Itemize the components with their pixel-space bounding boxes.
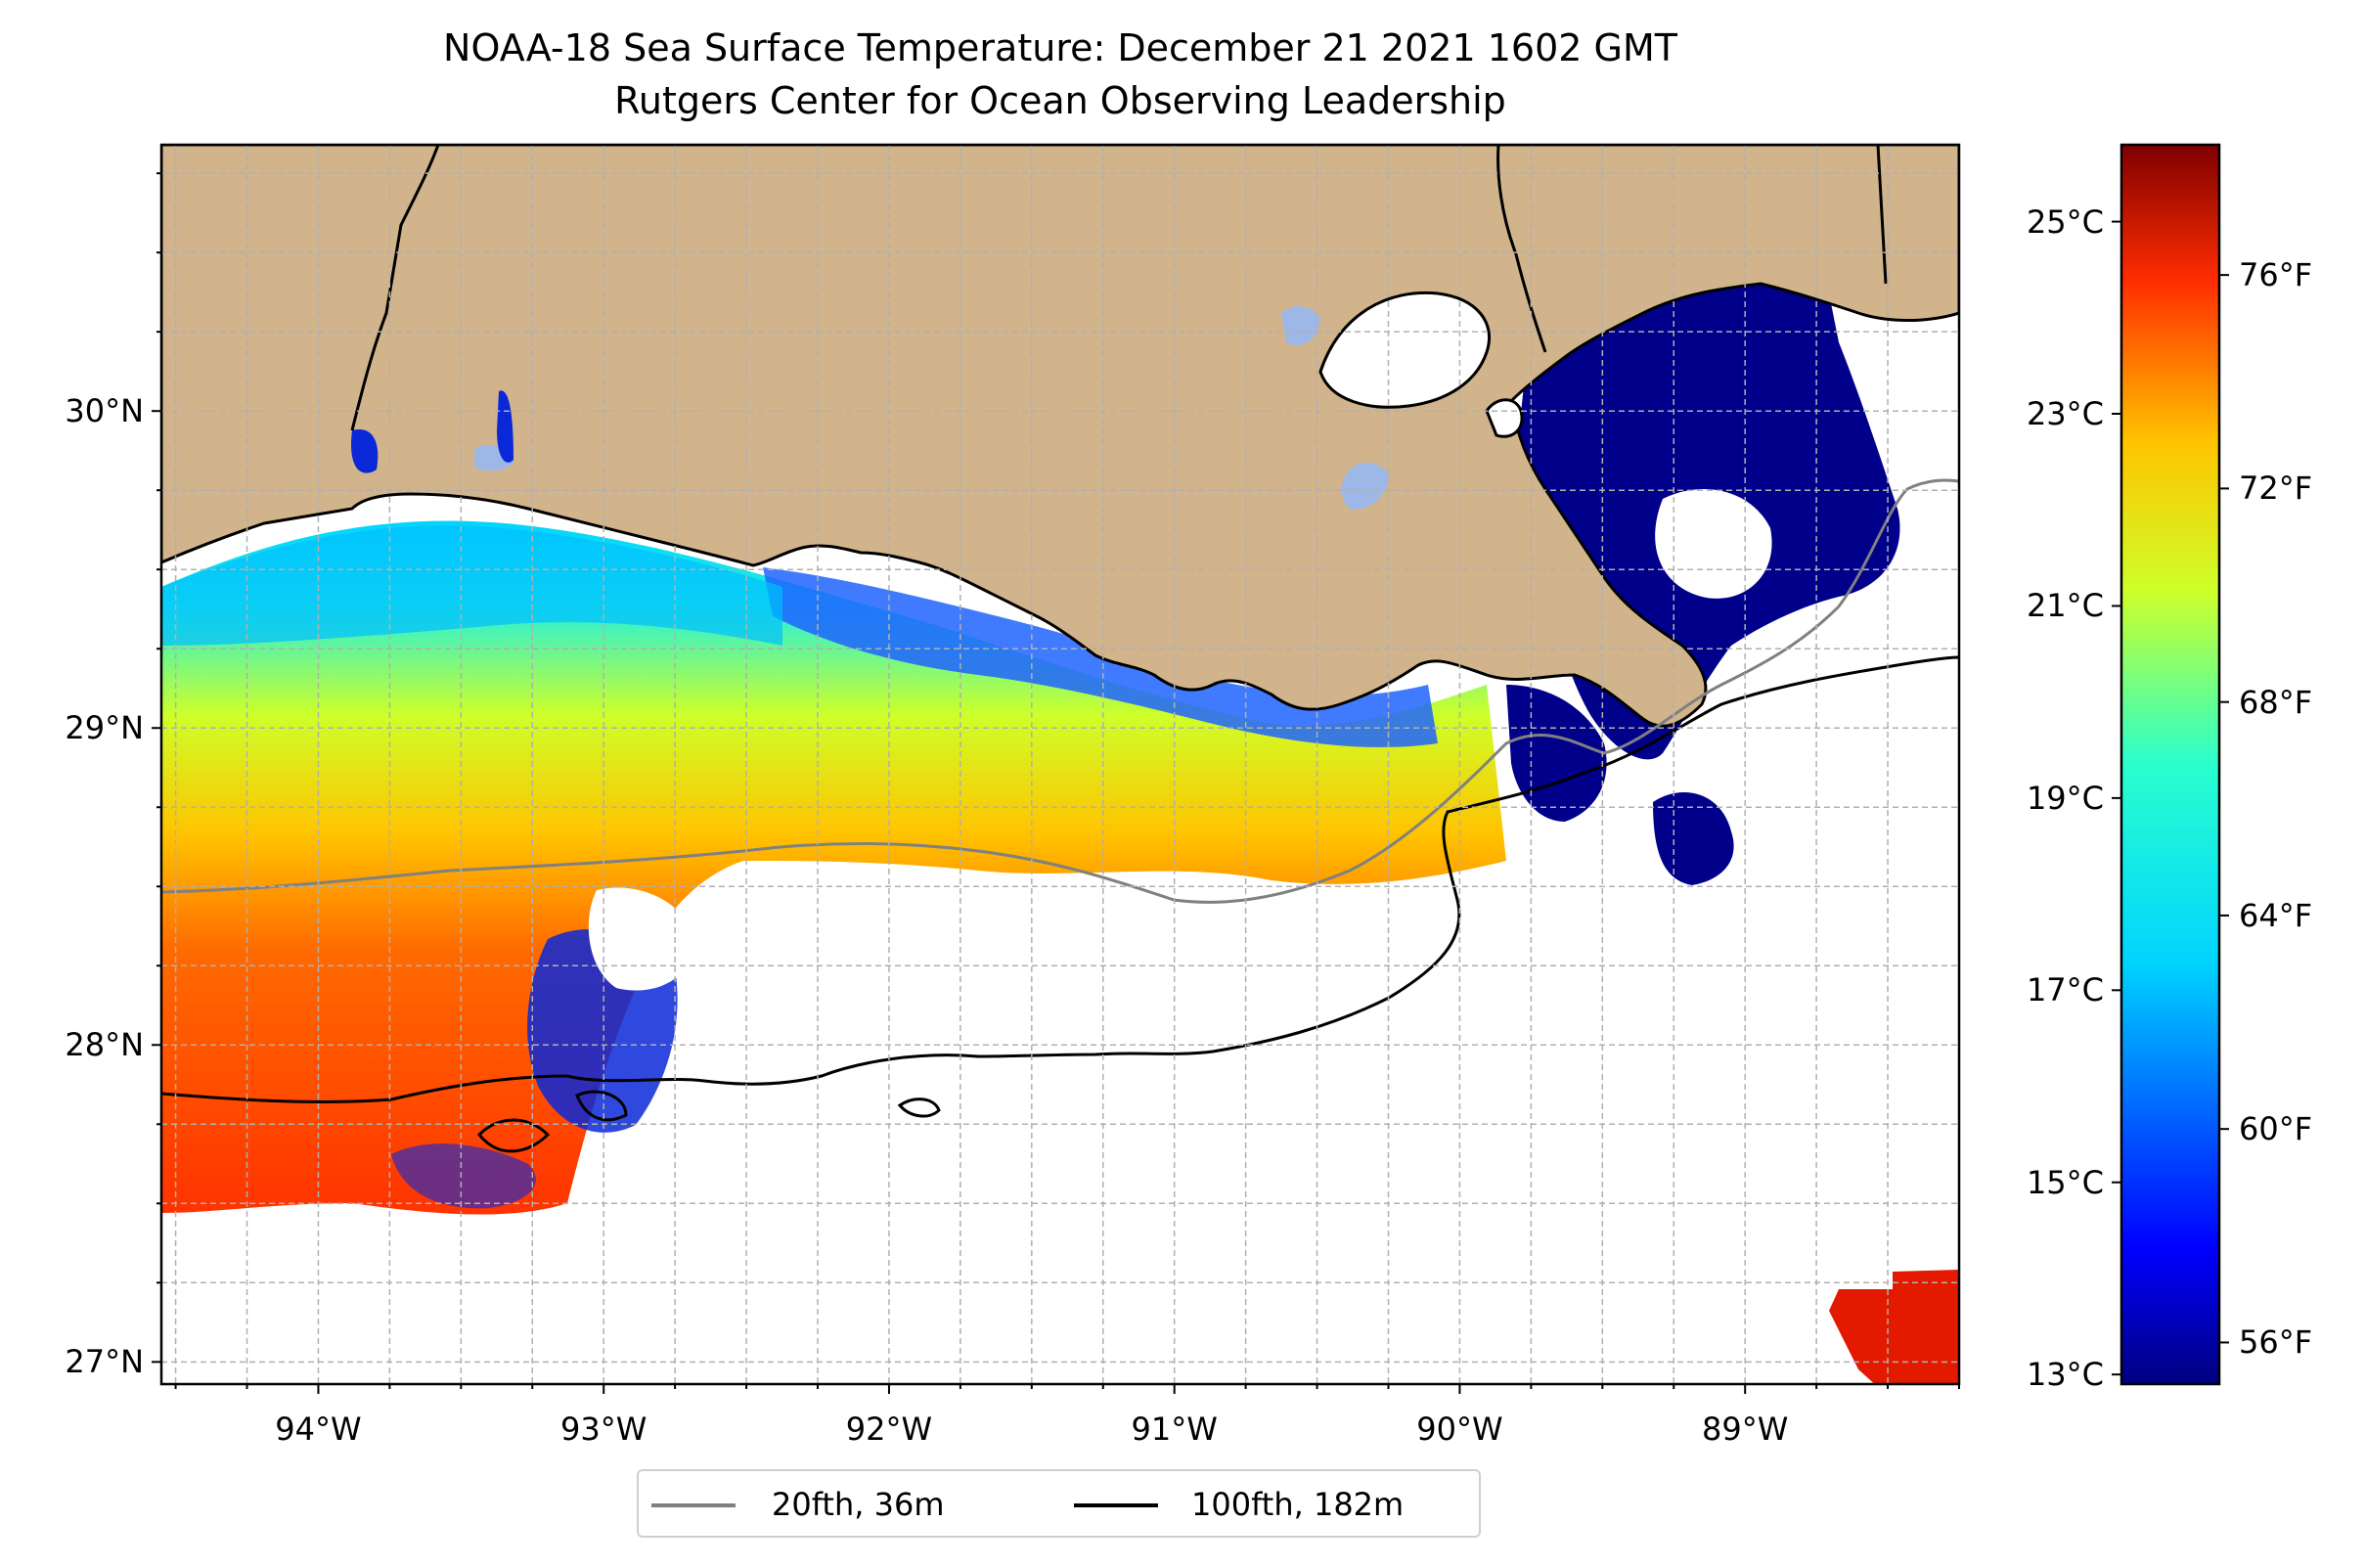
isobath-legend: 20fth, 36m 100fth, 182m <box>637 1469 1481 1538</box>
fahrenheit-tick-label: 68°F <box>2239 683 2313 721</box>
sst-cold-patch <box>391 1143 536 1209</box>
celsius-tick-label: 19°C <box>2026 779 2104 817</box>
sst-nearshore-cyan <box>161 525 782 646</box>
lat-tick-label: 27°N <box>65 1343 144 1381</box>
colorbar <box>2120 143 2221 1386</box>
celsius-tick-label: 15°C <box>2026 1163 2104 1201</box>
fahrenheit-tick-label: 56°F <box>2239 1323 2313 1362</box>
legend-label-20fth: 20fth, 36m <box>772 1486 945 1523</box>
isobath-100fth <box>161 655 1959 1103</box>
gridlines <box>161 145 1959 1384</box>
cloud-gap <box>1655 489 1772 599</box>
map-subtitle: Rutgers Center for Ocean Observing Leade… <box>614 79 1506 122</box>
celsius-tick-label: 17°C <box>2026 971 2104 1009</box>
lake-pontchartrain <box>1318 291 1492 409</box>
inland-lake <box>497 390 513 463</box>
colorbar-ticks <box>2112 220 2229 1376</box>
celsius-tick-label: 25°C <box>2026 202 2104 241</box>
land-mass <box>161 145 1959 728</box>
legend-swatch-20fth <box>651 1503 736 1507</box>
isobath-100fth <box>476 1118 551 1153</box>
sst-cold-region <box>1506 685 1607 822</box>
lon-tick-label: 92°W <box>845 1411 933 1448</box>
isobath-100fth <box>897 1098 941 1118</box>
sst-warm-patch <box>1829 1270 1959 1384</box>
sst-swath <box>161 520 1506 1215</box>
isobath-20fth <box>161 478 1959 904</box>
lat-tick-label: 29°N <box>65 709 144 747</box>
legend-label-100fth: 100fth, 182m <box>1191 1486 1405 1523</box>
inland-lake <box>351 429 379 473</box>
fahrenheit-tick-label: 60°F <box>2239 1110 2313 1148</box>
fahrenheit-tick-label: 76°F <box>2239 256 2313 294</box>
cloud-gap <box>588 887 694 991</box>
isobath-100fth <box>575 1090 628 1122</box>
inland-lake <box>1341 463 1389 510</box>
celsius-tick-label: 21°C <box>2026 587 2104 625</box>
lon-tick-label: 90°W <box>1416 1411 1503 1448</box>
lon-tick-label: 89°W <box>1702 1411 1789 1448</box>
celsius-tick-label: 13°C <box>2026 1356 2104 1394</box>
lon-tick-label: 94°W <box>275 1411 362 1448</box>
state-border <box>350 145 440 431</box>
legend-swatch-100fth <box>1074 1503 1158 1507</box>
map-frame <box>159 143 1961 1386</box>
lon-tick-label: 93°W <box>560 1411 647 1448</box>
map-title: NOAA-18 Sea Surface Temperature: Decembe… <box>443 26 1677 69</box>
lat-tick-label: 30°N <box>65 392 144 430</box>
state-border <box>1876 145 1888 285</box>
lat-tick-label: 28°N <box>65 1026 144 1064</box>
fahrenheit-tick-label: 72°F <box>2239 470 2313 508</box>
fahrenheit-tick-label: 64°F <box>2239 896 2313 934</box>
lon-tick-label: 91°W <box>1131 1411 1218 1448</box>
map-ticks <box>152 172 1960 1394</box>
state-border <box>1496 145 1547 353</box>
inland-lake <box>1281 306 1320 346</box>
celsius-tick-label: 23°C <box>2026 395 2104 432</box>
